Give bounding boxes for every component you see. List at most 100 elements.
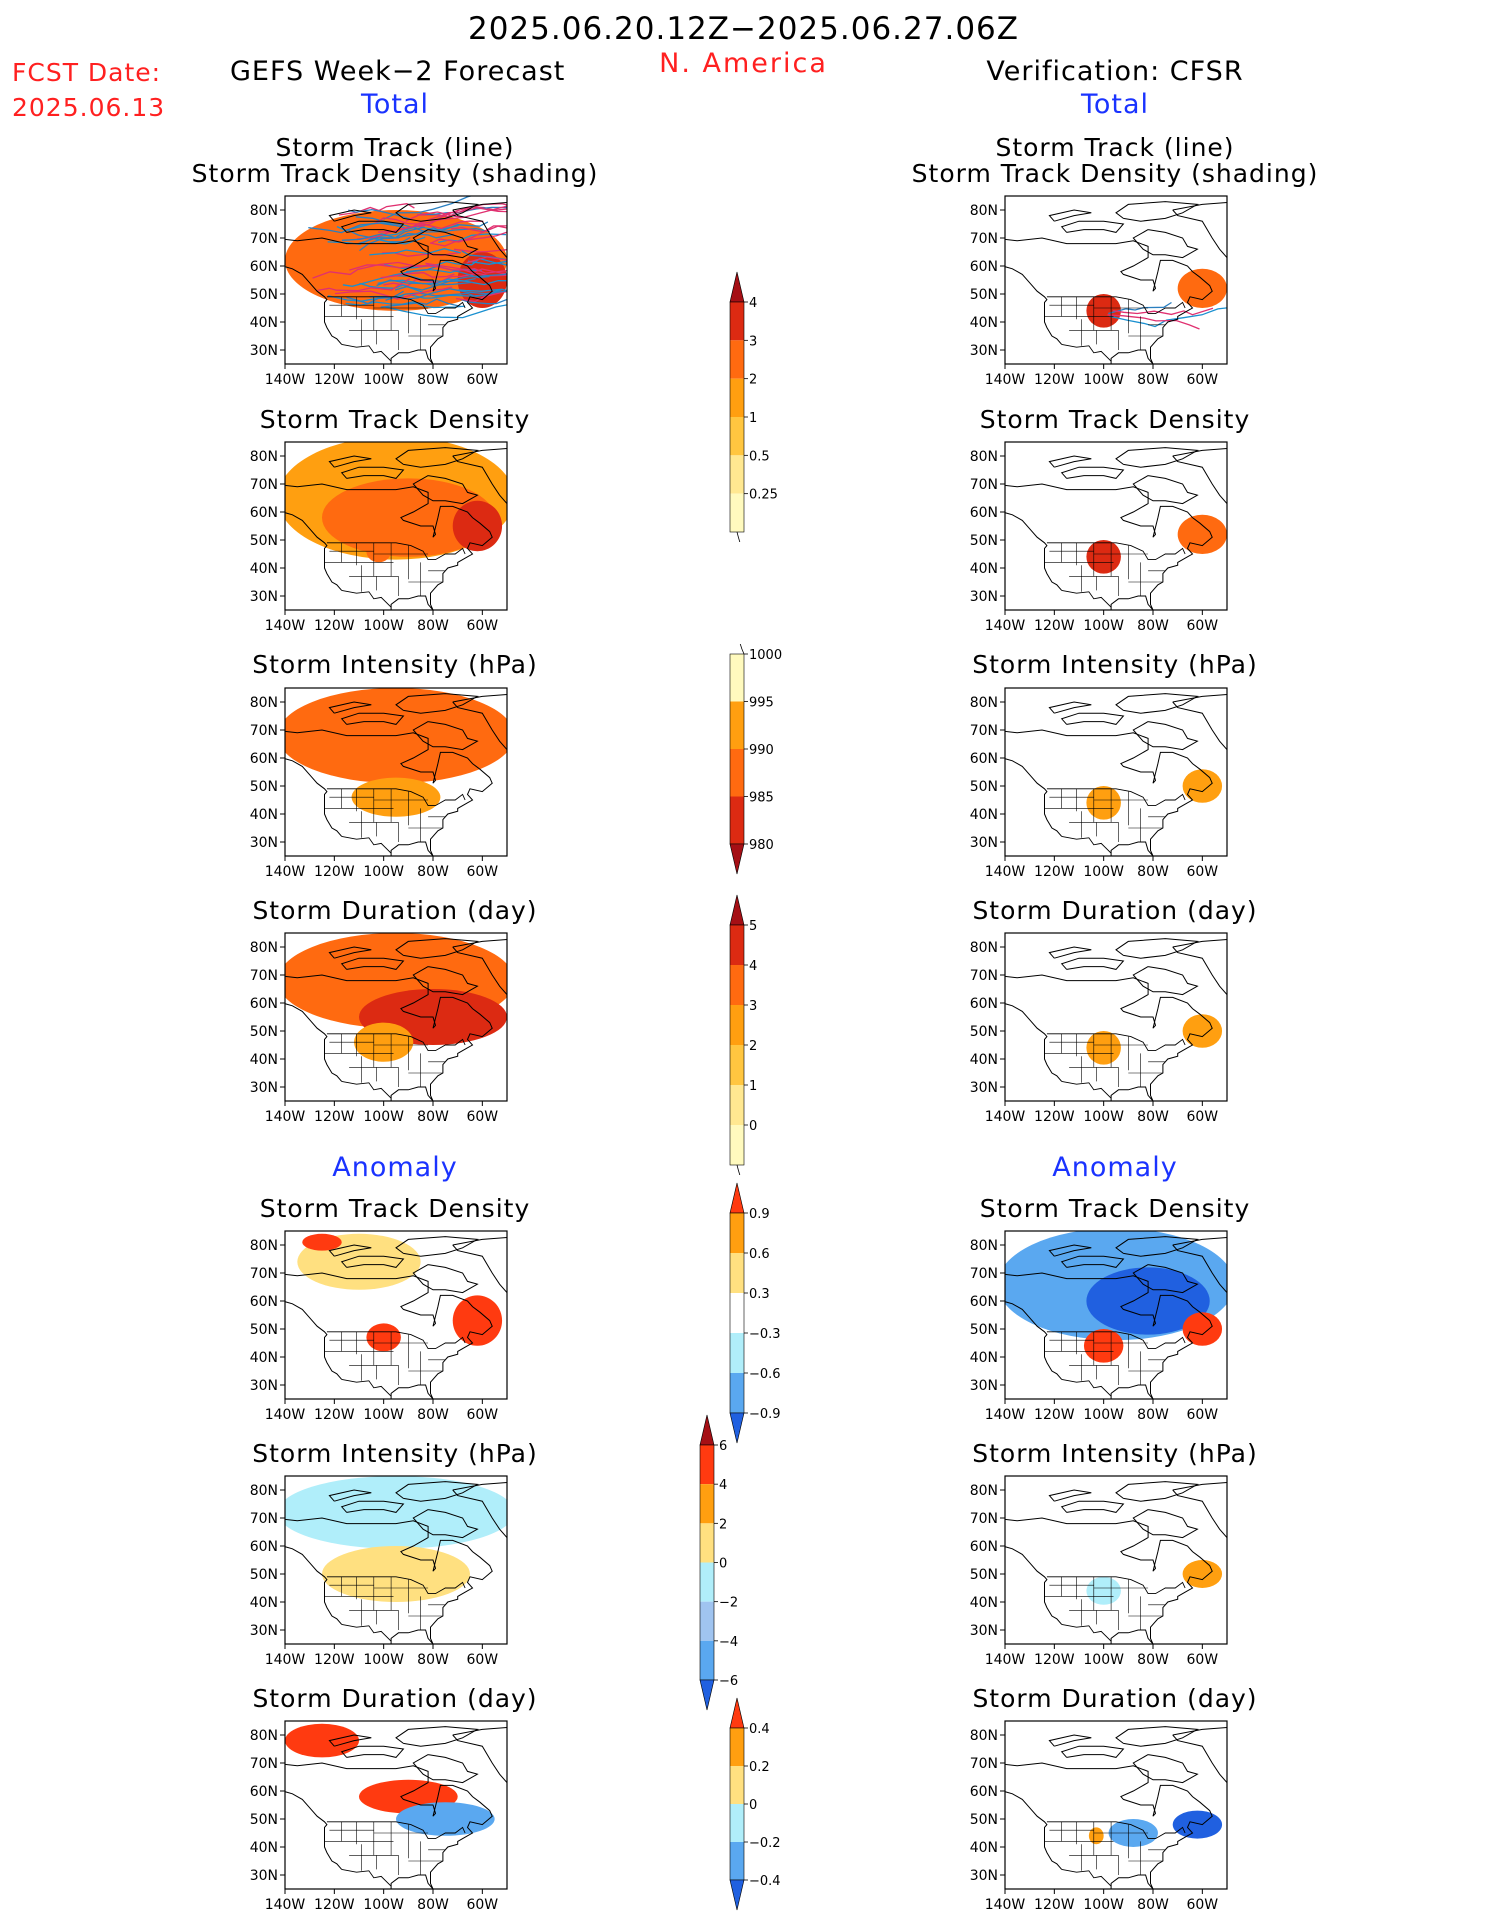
lat-tick-label: 40N: [970, 561, 998, 577]
coastline-3: [1132, 1509, 1199, 1539]
country-border-0: [1046, 542, 1186, 561]
lat-tick-label: 70N: [970, 1511, 998, 1527]
lat-tick-label: 50N: [970, 1024, 998, 1040]
country-border-0: [326, 788, 466, 807]
lat-tick-label: 60N: [970, 751, 998, 767]
lat-tick-label: 50N: [970, 287, 998, 303]
shaded-region-1: [302, 1233, 342, 1251]
country-border-0: [1046, 788, 1186, 807]
shaded-region-2: [366, 1323, 401, 1352]
shaded-region-1: [322, 1546, 470, 1602]
colorbar-intensity-anom: 6 4 2 0 −2 −4 −6: [699, 1414, 738, 1711]
coastline-0: [285, 1517, 493, 1644]
map-background: [1005, 1476, 1227, 1644]
colorbar-label: 0: [719, 1557, 727, 1572]
lon-tick-label: 140W: [265, 1897, 306, 1913]
lon-tick-label: 120W: [1034, 618, 1075, 634]
country-border-1: [1061, 1623, 1112, 1642]
lat-tick-label: 40N: [970, 315, 998, 331]
coastline-5: [452, 202, 507, 259]
storm-track-15: [374, 216, 467, 225]
colorbar-label: 985: [749, 791, 774, 806]
shaded-region-1: [1182, 1014, 1223, 1048]
coastline-5: [1172, 939, 1227, 996]
coastline-6: [1048, 1489, 1092, 1502]
map-area: [285, 688, 507, 856]
map-frame: [284, 1230, 508, 1400]
lat-tick-label: 80N: [970, 695, 998, 711]
lat-tick-label: 70N: [970, 1266, 998, 1282]
map-area: [285, 1721, 507, 1889]
lon-tick-label: 100W: [1083, 1407, 1124, 1423]
map-panel-duration-total-gefs: 80N 70N 60N 50N 40N 30N 140W 120W 100W 80W 60W: [250, 932, 508, 1125]
map-panel-duration-anom-gefs: 80N 70N 60N 50N 40N 30N 140W 120W 100W 80W 60W: [250, 1720, 508, 1913]
shaded-region-1: [1086, 1267, 1210, 1335]
country-border-0: [1046, 1331, 1186, 1350]
colorbar-label: −0.4: [749, 1874, 781, 1889]
lat-tick-label: 60N: [250, 505, 278, 521]
lat-tick-label: 40N: [250, 1840, 278, 1856]
country-border-0: [1046, 1576, 1186, 1595]
lat-tick-label: 50N: [970, 1322, 998, 1338]
colorbar-max-arrow: [729, 894, 745, 926]
lat-tick-label: 80N: [250, 1238, 278, 1254]
title-intensity-left: Storm Intensity (hPa): [252, 650, 538, 679]
coastline-1: [1005, 758, 1063, 837]
map-panel-intensity-total-gefs: 80N 70N 60N 50N 40N 30N 140W 120W 100W 80W 60W: [250, 687, 508, 880]
colorbar-density-anom: 0.9 0.6 0.3 −0.3 −0.6 −0.9: [729, 1182, 781, 1444]
lon-tick-label: 140W: [265, 372, 306, 388]
colorbar-label: −0.3: [749, 1327, 781, 1342]
storm-track-54: [377, 207, 507, 233]
lon-tick-label: 120W: [314, 864, 355, 880]
coastline-6: [328, 1734, 372, 1747]
lat-tick-label: 70N: [250, 1511, 278, 1527]
coastline-0: [1005, 729, 1213, 856]
map-panel-duration-total-cfsr: 80N 70N 60N 50N 40N 30N 140W 120W 100W 80W 60W: [970, 932, 1228, 1125]
storm-track-39: [467, 260, 507, 265]
colorbar-segment: [730, 1085, 744, 1125]
lat-tick-label: 80N: [250, 940, 278, 956]
lat-tick-label: 80N: [250, 1728, 278, 1744]
lat-tick-label: 70N: [250, 968, 278, 984]
coastline-5: [452, 1482, 507, 1539]
lat-tick-label: 60N: [970, 505, 998, 521]
storm-track-41: [341, 226, 425, 241]
coastline-4: [395, 1236, 480, 1257]
left-total-label: Total: [360, 89, 430, 120]
coastline-3: [1132, 721, 1199, 751]
colorbar-label: −4: [719, 1635, 738, 1650]
lon-tick-label: 80W: [1137, 372, 1169, 388]
lon-tick-label: 100W: [363, 1652, 404, 1668]
storm-track-1: [1108, 301, 1172, 315]
coastline-1: [285, 1791, 343, 1870]
shaded-region-0: [1086, 786, 1121, 820]
lat-tick-label: 30N: [250, 835, 278, 851]
coastline-4: [1115, 693, 1200, 714]
colorbar-cap-bottom: [736, 1164, 741, 1175]
coastline-2: [1060, 712, 1125, 725]
lon-tick-label: 140W: [985, 1652, 1026, 1668]
country-border-1: [341, 1378, 392, 1397]
lon-tick-label: 60W: [1186, 618, 1218, 634]
lon-tick-label: 100W: [363, 864, 404, 880]
coastline-1: [1005, 1301, 1063, 1380]
map-frame: [1004, 195, 1228, 365]
lat-tick-label: 30N: [250, 1868, 278, 1884]
lat-tick-label: 60N: [970, 996, 998, 1012]
colorbar-segment: [730, 378, 744, 417]
coastline-1: [1005, 1003, 1063, 1082]
lon-tick-label: 60W: [1186, 1652, 1218, 1668]
colorbar-label: 995: [749, 696, 774, 711]
lon-tick-label: 120W: [1034, 1407, 1075, 1423]
storm-track-53: [429, 231, 507, 247]
lon-tick-label: 60W: [1186, 372, 1218, 388]
colorbar-segment: [730, 1253, 744, 1293]
coastline-6: [1048, 701, 1092, 714]
coastline-4: [1115, 447, 1200, 468]
coastline-5: [452, 448, 507, 505]
colorbar-label: 980: [749, 838, 774, 853]
coastline-1: [285, 1003, 343, 1082]
lon-tick-label: 80W: [1137, 1652, 1169, 1668]
lon-tick-label: 140W: [265, 1109, 306, 1125]
map-panel-density-anom-gefs: 80N 70N 60N 50N 40N 30N 140W 120W 100W 80W 60W: [250, 1230, 508, 1423]
